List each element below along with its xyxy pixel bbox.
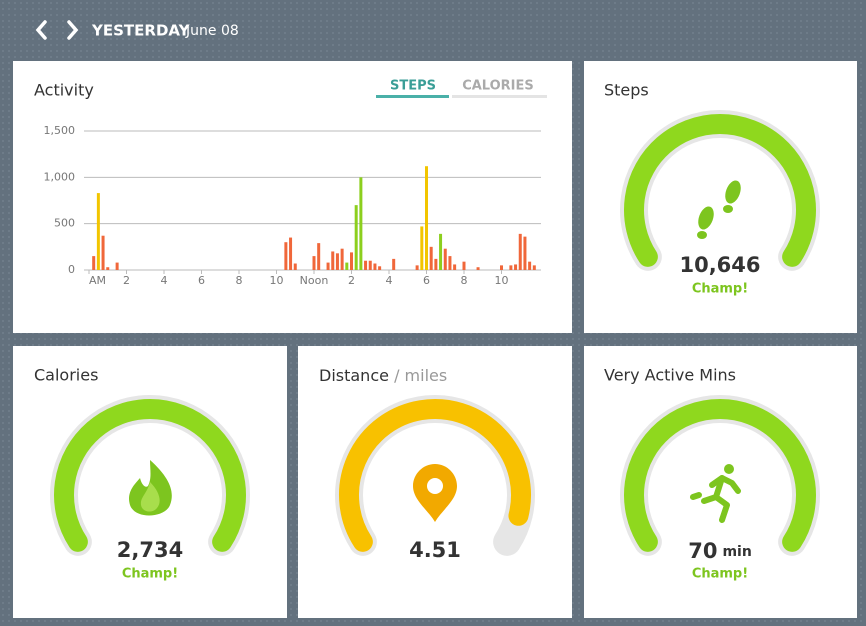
bar (523, 236, 527, 270)
calories-icon (129, 460, 172, 516)
x-tick-label: 4 (386, 274, 393, 287)
bar (350, 252, 353, 270)
tile-value: 4.51 (409, 538, 461, 562)
tile-value-number: 70 (688, 539, 717, 563)
x-tick-label: 2 (348, 274, 355, 287)
x-tick-label: 8 (236, 274, 243, 287)
gauges (50, 110, 820, 556)
bar (378, 266, 382, 270)
tile-badge: Champ! (122, 567, 178, 582)
bar (528, 261, 532, 270)
bar (96, 193, 100, 270)
x-tick-label: 2 (123, 274, 130, 287)
bar (364, 260, 368, 270)
tab-underline (376, 95, 449, 98)
bar (476, 267, 480, 270)
gauge-fill (624, 399, 816, 552)
bar (429, 246, 433, 270)
next-arrow[interactable] (67, 20, 79, 40)
y-tick-label: 1,000 (44, 170, 76, 183)
bar (354, 205, 358, 270)
date-label: June 08 (185, 23, 239, 39)
tile-title-text: Distance (319, 366, 389, 385)
tile-badge: Champ! (692, 282, 748, 297)
x-tick-label: 6 (423, 274, 430, 287)
bar (368, 260, 372, 270)
bar (420, 226, 424, 270)
bar (425, 166, 428, 270)
x-tick-label: 4 (161, 274, 168, 287)
bar (317, 243, 321, 270)
day-label: YESTERDAY (91, 22, 191, 40)
bar (293, 263, 297, 270)
y-tick-label: 1,500 (44, 124, 76, 137)
bar (500, 265, 503, 270)
bar (415, 265, 419, 270)
tab[interactable]: CALORIES (462, 79, 534, 94)
bar (345, 262, 349, 270)
bar (434, 258, 438, 270)
x-tick-label: 10 (495, 274, 509, 287)
tile-title: Very Active Mins (604, 366, 736, 385)
y-tick-label: 500 (54, 217, 75, 230)
tile-value: 2,734 (117, 538, 183, 562)
tile-title: Calories (34, 366, 98, 385)
activity-card (13, 61, 572, 333)
bar (106, 267, 110, 270)
tile-value: 70 min (688, 539, 752, 563)
gauge-fill (54, 399, 246, 552)
x-tick-label: 10 (270, 274, 284, 287)
x-tick-label: AM (89, 274, 106, 287)
x-tick-label: 8 (461, 274, 468, 287)
chart-title: Activity (34, 81, 94, 100)
prev-arrow[interactable] (35, 20, 47, 40)
tile-value: 10,646 (679, 253, 760, 277)
bar (359, 177, 363, 270)
gauge-fill (339, 399, 531, 552)
bar (340, 248, 344, 270)
bar (514, 264, 518, 270)
bar (453, 264, 457, 270)
tile-badge: Champ! (692, 567, 748, 582)
steps-icon (697, 180, 741, 239)
x-tick-label: 6 (198, 274, 205, 287)
distance-icon (413, 464, 457, 522)
bar (373, 263, 377, 270)
tile-unit: min (722, 544, 751, 560)
bar (289, 237, 293, 270)
bar (101, 235, 105, 270)
bar (92, 256, 96, 270)
gauge-fill (624, 114, 816, 267)
y-tick-label: 0 (68, 263, 75, 276)
bar (462, 261, 466, 270)
bar (509, 265, 513, 270)
x-tick-label: Noon (300, 274, 329, 287)
tile-title: Steps (604, 81, 649, 100)
bar (331, 251, 335, 270)
bar (532, 265, 536, 270)
bar (392, 258, 396, 270)
bar (443, 248, 447, 270)
tab-underline (452, 95, 547, 98)
bar (312, 256, 316, 270)
bar (518, 233, 522, 270)
bar (439, 233, 443, 270)
bar (326, 262, 330, 270)
tile-unit: / miles (394, 366, 447, 385)
bar (448, 256, 452, 270)
active-icon (690, 464, 741, 523)
tab[interactable]: STEPS (390, 79, 436, 94)
bar (284, 242, 288, 270)
bar (115, 262, 119, 270)
bar (335, 253, 339, 270)
tile-title: Distance / miles (319, 366, 447, 385)
